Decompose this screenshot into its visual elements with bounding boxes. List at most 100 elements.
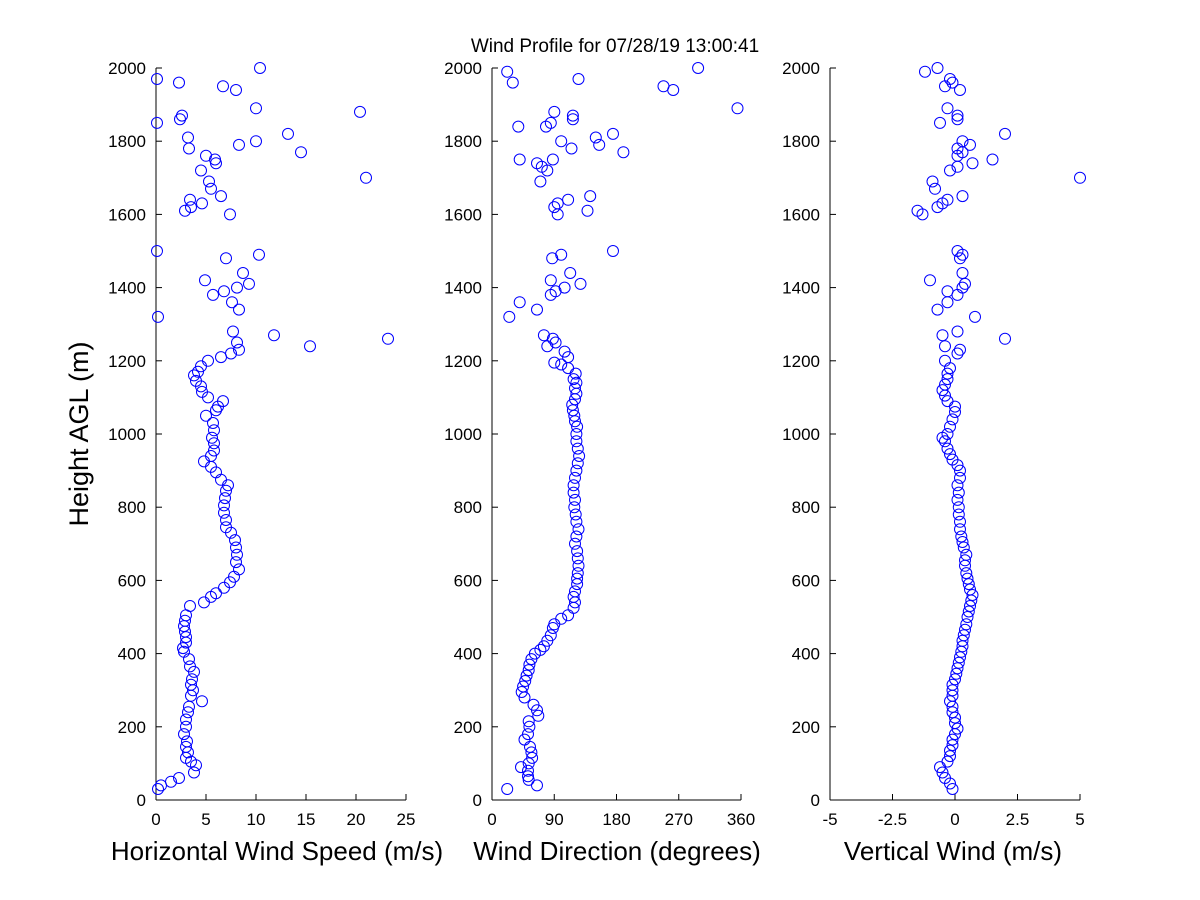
data-point <box>946 684 959 697</box>
y-tick-label: 1600 <box>108 205 146 224</box>
x-tick-label: 180 <box>602 810 630 829</box>
data-point <box>534 643 547 656</box>
data-point <box>250 102 262 115</box>
data-point <box>176 109 188 122</box>
data-point <box>220 514 232 526</box>
data-point <box>931 303 944 316</box>
data-point <box>939 435 951 448</box>
y-tick-label: 1200 <box>108 352 146 371</box>
data-point <box>946 733 959 746</box>
data-point <box>179 614 191 627</box>
data-point <box>951 493 964 506</box>
data-point <box>184 600 196 612</box>
data-point <box>225 347 237 360</box>
data-point <box>548 618 561 631</box>
data-point <box>617 146 630 159</box>
data-point <box>570 428 583 440</box>
y-tick-label: 1200 <box>444 352 482 371</box>
data-point <box>237 267 249 279</box>
data-point <box>951 325 964 338</box>
data-point <box>949 406 961 418</box>
data-point <box>515 686 528 698</box>
y-tick-label: 200 <box>454 718 482 737</box>
data-point <box>957 541 970 554</box>
data-point <box>944 73 956 85</box>
data-point <box>569 585 581 598</box>
data-point <box>946 413 959 426</box>
y-tick-label: 1600 <box>782 205 820 224</box>
data-point <box>215 351 227 364</box>
data-point <box>960 618 973 631</box>
data-point <box>570 530 583 543</box>
data-point <box>190 374 202 387</box>
data-point <box>180 740 192 753</box>
data-point <box>966 157 979 170</box>
data-point <box>944 420 956 433</box>
x-tick-label: 2.5 <box>1006 810 1030 829</box>
data-point <box>944 750 956 763</box>
x-tick-label: 5 <box>201 810 210 829</box>
data-point <box>951 245 964 257</box>
data-point <box>962 578 975 591</box>
data-point <box>181 735 193 748</box>
y-tick-label: 600 <box>118 571 146 590</box>
data-point <box>202 354 214 367</box>
y-tick-label: 0 <box>811 791 820 810</box>
data-point <box>205 182 217 195</box>
data-point <box>939 354 951 367</box>
data-point <box>230 541 242 554</box>
y-tick-label: 800 <box>792 498 820 517</box>
data-point <box>231 281 243 294</box>
x-axis-label: Horizontal Wind Speed (m/s) <box>111 836 443 866</box>
data-point <box>155 779 167 792</box>
y-tick-label: 0 <box>473 791 482 810</box>
y-tick-label: 200 <box>118 718 146 737</box>
data-point <box>534 175 547 188</box>
y-tick-label: 1400 <box>108 279 146 298</box>
data-point <box>936 329 949 342</box>
data-point <box>954 471 966 484</box>
data-point <box>946 706 959 719</box>
x-tick-label: 270 <box>665 810 693 829</box>
data-point <box>926 175 939 188</box>
data-point <box>667 84 680 96</box>
data-point <box>203 175 215 188</box>
data-point <box>941 395 954 408</box>
data-point <box>531 157 543 170</box>
data-point <box>208 424 220 437</box>
data-point <box>939 378 951 391</box>
data-point <box>562 362 575 375</box>
data-point <box>951 722 964 735</box>
data-point <box>218 506 230 519</box>
data-point <box>929 182 941 195</box>
data-point <box>233 343 245 356</box>
data-point <box>946 453 959 466</box>
data-point <box>964 600 976 612</box>
data-point <box>233 303 245 316</box>
data-point <box>954 84 966 96</box>
x-tick-label: 15 <box>297 810 316 829</box>
y-tick-label: 2000 <box>444 59 482 78</box>
data-point <box>956 190 969 203</box>
data-point <box>282 127 294 140</box>
y-tick-label: 600 <box>792 571 820 590</box>
data-point <box>196 197 208 210</box>
data-point <box>555 612 568 625</box>
data-point <box>210 587 222 600</box>
y-tick-label: 2000 <box>108 59 146 78</box>
y-axis-label: Height AGL (m) <box>64 341 94 526</box>
data-point <box>208 444 220 457</box>
data-point <box>523 720 536 733</box>
data-point <box>523 658 536 671</box>
data-point <box>951 113 964 126</box>
data-point <box>200 409 212 422</box>
data-point <box>544 274 557 287</box>
data-point <box>569 493 581 506</box>
data-point <box>525 746 538 759</box>
data-point <box>180 713 192 726</box>
data-point <box>207 417 219 429</box>
data-point <box>1074 171 1086 184</box>
data-point <box>960 548 973 561</box>
data-point <box>569 471 581 484</box>
